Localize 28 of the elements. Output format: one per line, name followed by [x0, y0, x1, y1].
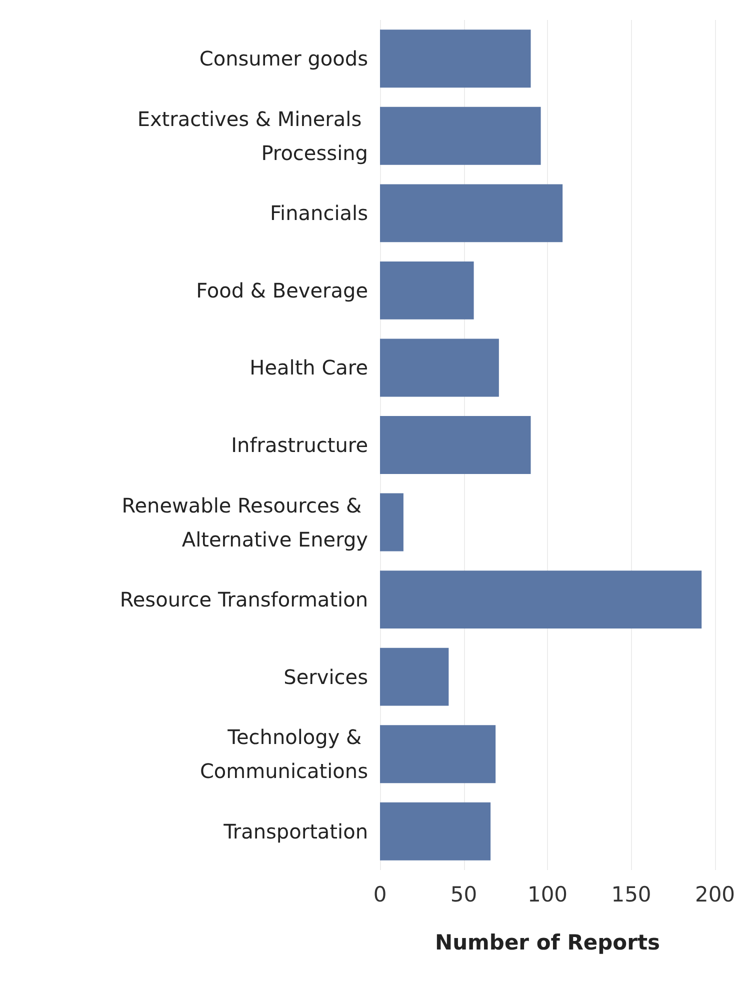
x-tick-label: 0	[373, 882, 387, 906]
bar	[380, 338, 499, 397]
x-tick-label: 200	[694, 882, 736, 906]
bar	[380, 106, 541, 165]
y-tick-label: Consumer goods	[199, 46, 368, 71]
y-tick-label: Resource Transformation	[120, 588, 368, 612]
bar	[380, 570, 702, 629]
bar	[380, 261, 474, 320]
x-tick-label: 50	[450, 882, 478, 906]
bar	[380, 416, 531, 474]
y-tick-label: Food & Beverage	[196, 278, 368, 302]
y-tick-label: Renewable Resources & Alternative Energy	[122, 493, 368, 552]
x-axis-title: Number of Reports	[435, 930, 660, 954]
y-tick-label: Health Care	[250, 356, 368, 380]
bar	[380, 725, 496, 784]
bar	[380, 802, 491, 860]
bar	[380, 648, 449, 706]
y-tick-label: Extractives & Minerals Processing	[137, 106, 368, 165]
y-tick-label: Transportation	[222, 819, 368, 844]
y-tick-label: Infrastructure	[231, 433, 368, 457]
y-tick-label: Services	[284, 664, 368, 689]
bar	[380, 30, 531, 88]
x-tick-label: 100	[527, 882, 568, 906]
x-tick-label: 150	[611, 882, 652, 906]
bar	[380, 184, 563, 242]
y-tick-label: Financials	[270, 201, 368, 226]
bar	[380, 493, 404, 552]
y-tick-label: Technology & Communications	[200, 725, 368, 784]
